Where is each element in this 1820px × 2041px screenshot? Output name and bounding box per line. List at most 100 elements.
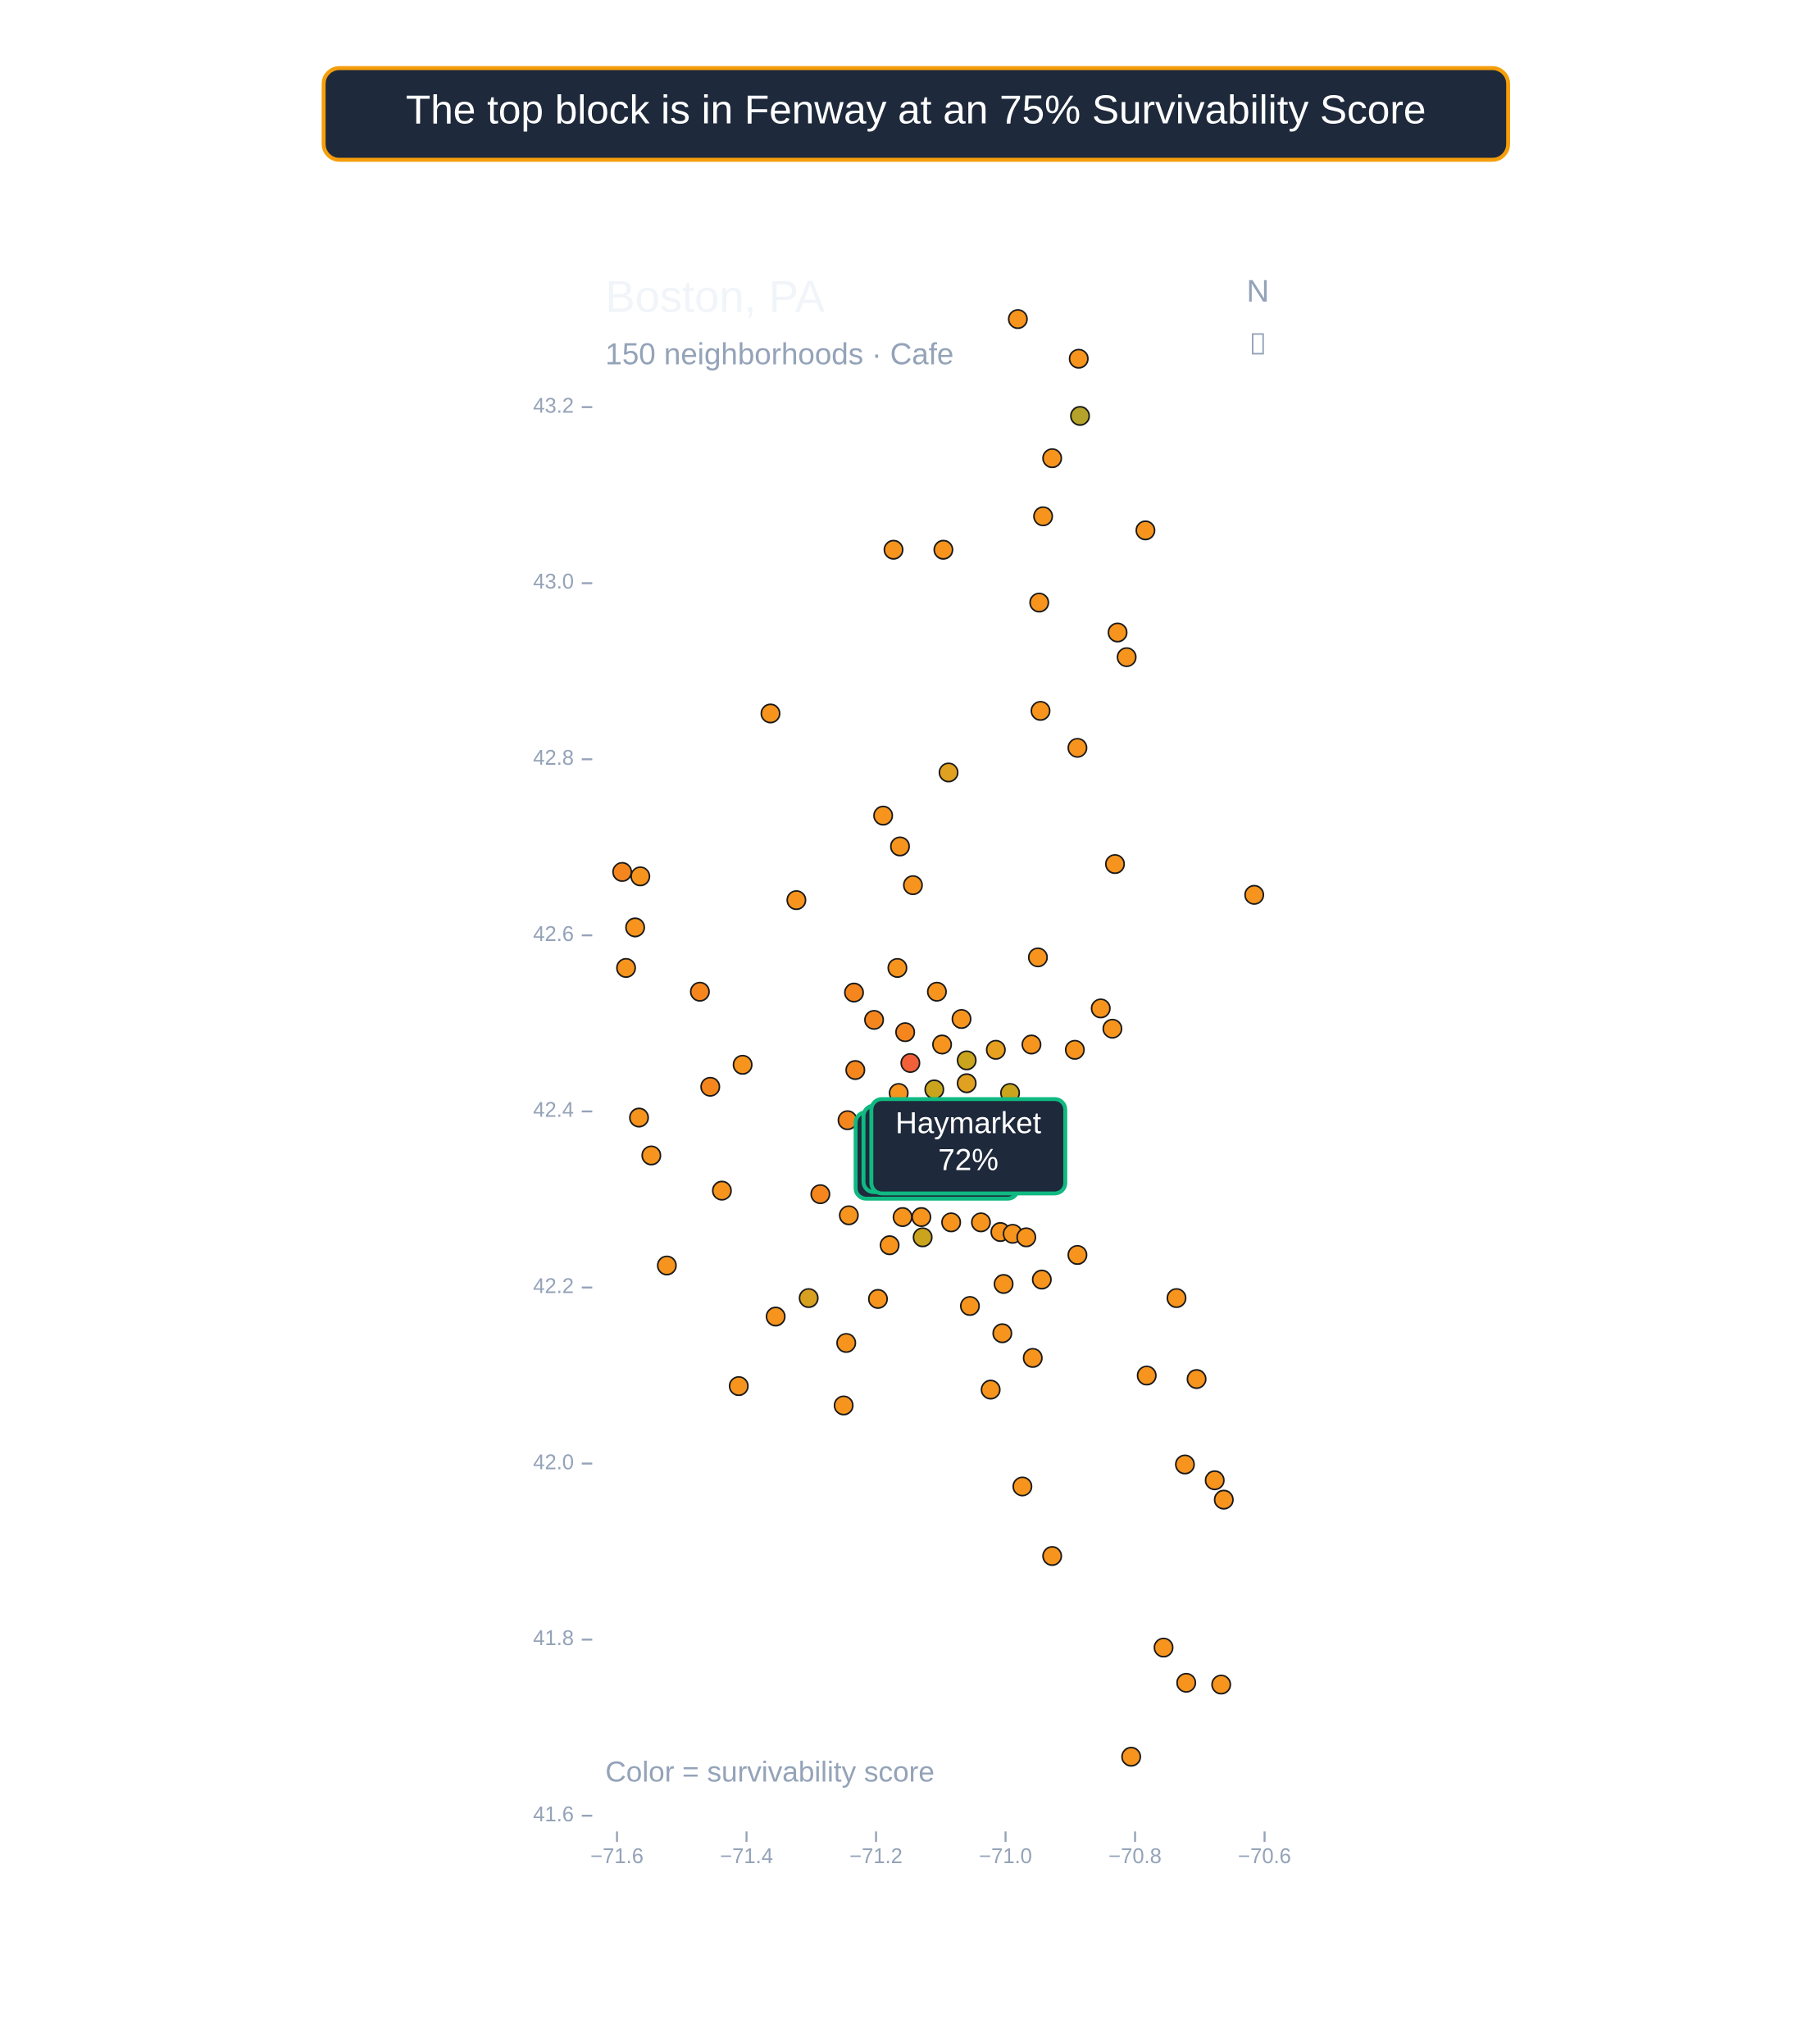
point: [1186, 1369, 1207, 1389]
north-arrow: [1251, 333, 1264, 355]
point: [971, 1212, 991, 1233]
x-tick-label: −70.6: [1238, 1845, 1291, 1868]
point: [1135, 520, 1156, 541]
point: [765, 1307, 786, 1327]
point: [951, 1008, 971, 1030]
point: [938, 762, 959, 783]
point: [1090, 998, 1111, 1019]
y-tick-label: 42.2: [533, 1275, 574, 1298]
tooltip: Haymarket 72%: [853, 1097, 1067, 1201]
point: [1027, 947, 1049, 968]
point: [883, 539, 904, 560]
point: [1166, 1288, 1187, 1308]
point: [873, 805, 894, 826]
point: [981, 1380, 1001, 1400]
point: [1042, 1546, 1062, 1566]
point: [1136, 1365, 1157, 1386]
point: [625, 917, 645, 938]
x-tick-label: −70.8: [1108, 1845, 1162, 1868]
point: [700, 1076, 721, 1097]
tooltip-name: Haymarket: [895, 1107, 1041, 1140]
chart-subtitle: 150 neighborhoods · Cafe: [605, 337, 953, 370]
point: [867, 1289, 889, 1309]
point: [839, 1205, 859, 1225]
point: [985, 1039, 1006, 1060]
point: [836, 1333, 857, 1353]
y-tick-label: 42.4: [533, 1099, 574, 1122]
point: [641, 1145, 662, 1166]
point: [630, 866, 651, 887]
point: [1153, 1637, 1174, 1658]
tooltip-box: [869, 1097, 1067, 1196]
point: [900, 1052, 921, 1073]
point: [616, 957, 636, 978]
point: [786, 890, 807, 911]
point: [1031, 1269, 1052, 1290]
point: [1244, 884, 1265, 905]
point: [890, 836, 910, 857]
point: [894, 1022, 916, 1043]
point: [629, 1107, 649, 1128]
point: [994, 1274, 1014, 1294]
point: [1070, 406, 1090, 426]
point: [1068, 348, 1089, 369]
point: [959, 1296, 981, 1316]
point: [926, 981, 947, 1002]
x-tick-label: −71.2: [849, 1845, 903, 1868]
point: [887, 957, 908, 978]
point: [833, 1395, 854, 1416]
point: [1067, 738, 1088, 758]
north-label: N: [1246, 274, 1269, 309]
point: [657, 1255, 677, 1276]
x-tick-label: −71.6: [590, 1845, 644, 1868]
point: [1102, 1018, 1123, 1039]
point: [1117, 647, 1137, 667]
point: [1067, 1244, 1088, 1266]
point: [1108, 622, 1128, 643]
point: [1204, 1470, 1225, 1491]
point: [1033, 506, 1053, 527]
tooltip-value: 72%: [938, 1143, 999, 1176]
point: [892, 1207, 913, 1227]
points-layer: [612, 309, 1265, 1767]
point: [957, 1073, 977, 1093]
point: [1042, 448, 1062, 469]
point: [911, 1207, 932, 1227]
point: [903, 875, 923, 896]
point: [1175, 1454, 1195, 1475]
point: [1016, 1227, 1036, 1248]
point: [732, 1054, 753, 1075]
point: [728, 1375, 749, 1397]
y-tick-label: 43.2: [533, 394, 574, 417]
point: [1064, 1039, 1085, 1060]
point: [612, 861, 633, 882]
point: [957, 1050, 977, 1071]
point: [1031, 701, 1051, 721]
point: [1211, 1674, 1231, 1695]
point: [799, 1288, 819, 1308]
x-tick-label: −71.0: [979, 1845, 1032, 1868]
chart-title: Boston, PA: [605, 271, 826, 321]
point: [880, 1235, 900, 1256]
point: [689, 981, 710, 1002]
point: [1021, 1034, 1042, 1055]
y-tick-label: 42.6: [533, 923, 574, 946]
point: [1008, 309, 1028, 330]
color-note: Color = survivability score: [605, 1756, 935, 1788]
banner-text: The top block is in Fenway at an 75% Sur…: [406, 87, 1426, 132]
point: [1176, 1672, 1197, 1693]
y-tick-label: 42.8: [533, 747, 574, 770]
y-tick-label: 41.8: [533, 1627, 574, 1650]
point: [1012, 1476, 1033, 1497]
point: [912, 1227, 933, 1248]
banner-box: [321, 66, 1511, 162]
point: [810, 1184, 830, 1205]
point: [845, 1060, 866, 1080]
point: [924, 1079, 944, 1100]
y-tick-label: 41.6: [533, 1803, 574, 1826]
point: [1121, 1747, 1141, 1767]
point: [933, 539, 953, 560]
y-tick-label: 43.0: [533, 570, 574, 593]
